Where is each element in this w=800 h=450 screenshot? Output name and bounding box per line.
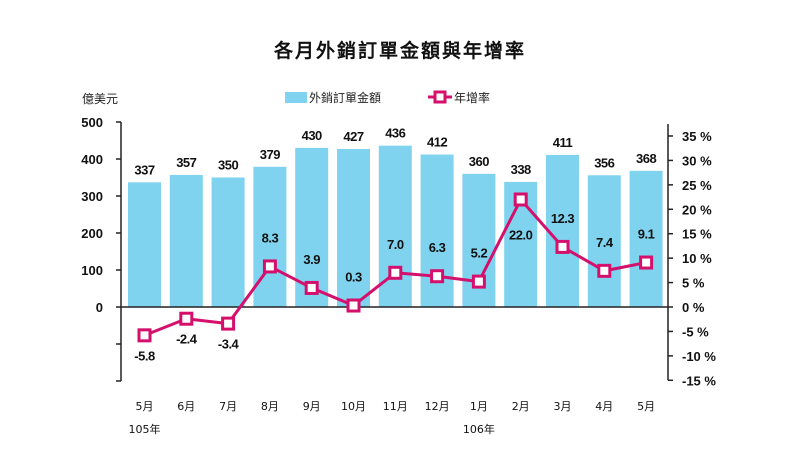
category-label: 2月 [512, 400, 530, 413]
bar-value-label: 356 [594, 155, 614, 170]
bar [629, 170, 663, 307]
bar-series [128, 145, 663, 307]
growth-marker [137, 328, 152, 343]
bar [337, 149, 370, 307]
bar-value-label: 350 [218, 158, 238, 173]
right-tick-label: -10 % [682, 349, 716, 364]
category-label: 4月 [595, 400, 613, 413]
bar-value-label: 411 [553, 135, 573, 150]
growth-marker [555, 239, 570, 254]
legend: 外銷訂單金額 年增率 [285, 90, 490, 105]
growth-marker [346, 298, 361, 313]
growth-value-label: 6.3 [429, 240, 446, 255]
growth-value-label: 5.2 [471, 246, 488, 261]
right-tick-label: 25 % [682, 178, 712, 193]
category-label: 3月 [554, 400, 572, 413]
bar [128, 182, 161, 307]
right-tick-label: 10 % [682, 251, 712, 266]
legend-label-bar: 外銷訂單金額 [309, 90, 381, 105]
bar-value-label: 357 [176, 155, 196, 170]
right-tick-label: 15 % [682, 227, 712, 242]
bar [546, 154, 579, 307]
left-tick-label: 300 [81, 189, 103, 204]
growth-marker [639, 255, 654, 270]
category-label: 12月 [425, 400, 450, 413]
category-label: 5月 [637, 400, 655, 413]
growth-value-label: -3.4 [218, 337, 240, 352]
bar-value-label: 338 [511, 162, 531, 177]
growth-value-label: 9.1 [638, 227, 655, 242]
growth-value-label: -5.8 [134, 348, 155, 363]
growth-value-label: 7.4 [596, 235, 614, 250]
growth-marker [388, 265, 403, 280]
left-axis-unit: 億美元 [82, 92, 118, 106]
bar-value-label: 427 [343, 129, 363, 144]
right-tick-label: 0 % [682, 300, 705, 315]
axes: 500 400 300 200 100 0 35 % 30 % 25 % 20 % 15 % 10 %… [81, 115, 716, 388]
left-tick-label: 400 [81, 152, 103, 167]
category-label: 10月 [341, 400, 366, 413]
year-label: 105年 [129, 422, 161, 436]
category-label: 11月 [383, 400, 408, 413]
left-tick-label: 0 [96, 300, 103, 315]
category-axis: 5月 6月 7月 8月 9月 10月 11月 12月 1月 2月 3月 4月 5月 105年 106年 [129, 400, 656, 436]
bar-value-label: 368 [636, 151, 656, 166]
bar [169, 174, 203, 307]
category-label: 9月 [303, 400, 321, 413]
growth-value-label: -2.4 [176, 332, 198, 347]
right-tick-label: 30 % [682, 153, 712, 168]
growth-marker [597, 263, 612, 278]
growth-marker [304, 280, 319, 295]
growth-value-label: 22.0 [509, 228, 533, 243]
bar-value-label: 412 [427, 135, 447, 150]
growth-value-label: 0.3 [345, 270, 362, 285]
growth-value-label: 3.9 [303, 252, 320, 267]
bar [295, 147, 329, 307]
legend-label-line: 年增率 [454, 90, 490, 105]
right-tick-label: 5 % [682, 276, 705, 291]
right-tick-label: -15 % [682, 373, 716, 388]
growth-marker [262, 259, 277, 274]
growth-value-label: 12.3 [551, 211, 575, 226]
year-label: 106年 [463, 422, 495, 436]
bar [587, 175, 621, 307]
legend-swatch-bar [285, 92, 307, 103]
left-tick-label: 200 [81, 226, 103, 241]
bar-value-label: 436 [385, 126, 405, 141]
right-tick-label: -5 % [682, 324, 709, 339]
left-tick-label: 500 [81, 115, 103, 130]
category-label: 5月 [136, 400, 154, 413]
growth-marker [221, 316, 236, 331]
data-labels: 337 357 350 379 430 427 436 412 360 338 411 356 368 -… [134, 126, 657, 364]
bar-value-label: 360 [469, 154, 489, 169]
bar-value-label: 337 [134, 162, 154, 177]
growth-marker [179, 311, 194, 326]
growth-value-label: 8.3 [262, 230, 279, 245]
bar [420, 154, 454, 307]
bar-value-label: 430 [302, 128, 322, 143]
category-label: 6月 [177, 400, 195, 413]
legend-marker-icon [433, 90, 447, 104]
category-label: 8月 [261, 400, 279, 413]
growth-marker [513, 192, 528, 207]
growth-value-label: 7.0 [387, 237, 404, 252]
chart-title: 各月外銷訂單金額與年增率 [273, 39, 526, 62]
growth-marker [471, 274, 486, 289]
line-series [137, 192, 654, 343]
right-tick-label: 35 % [682, 129, 712, 144]
bar-value-label: 379 [260, 147, 280, 162]
right-tick-label: 20 % [682, 202, 712, 217]
left-tick-label: 100 [81, 263, 103, 278]
category-label: 1月 [470, 400, 488, 413]
bar [211, 177, 245, 307]
category-label: 7月 [219, 400, 237, 413]
growth-marker [430, 269, 445, 284]
